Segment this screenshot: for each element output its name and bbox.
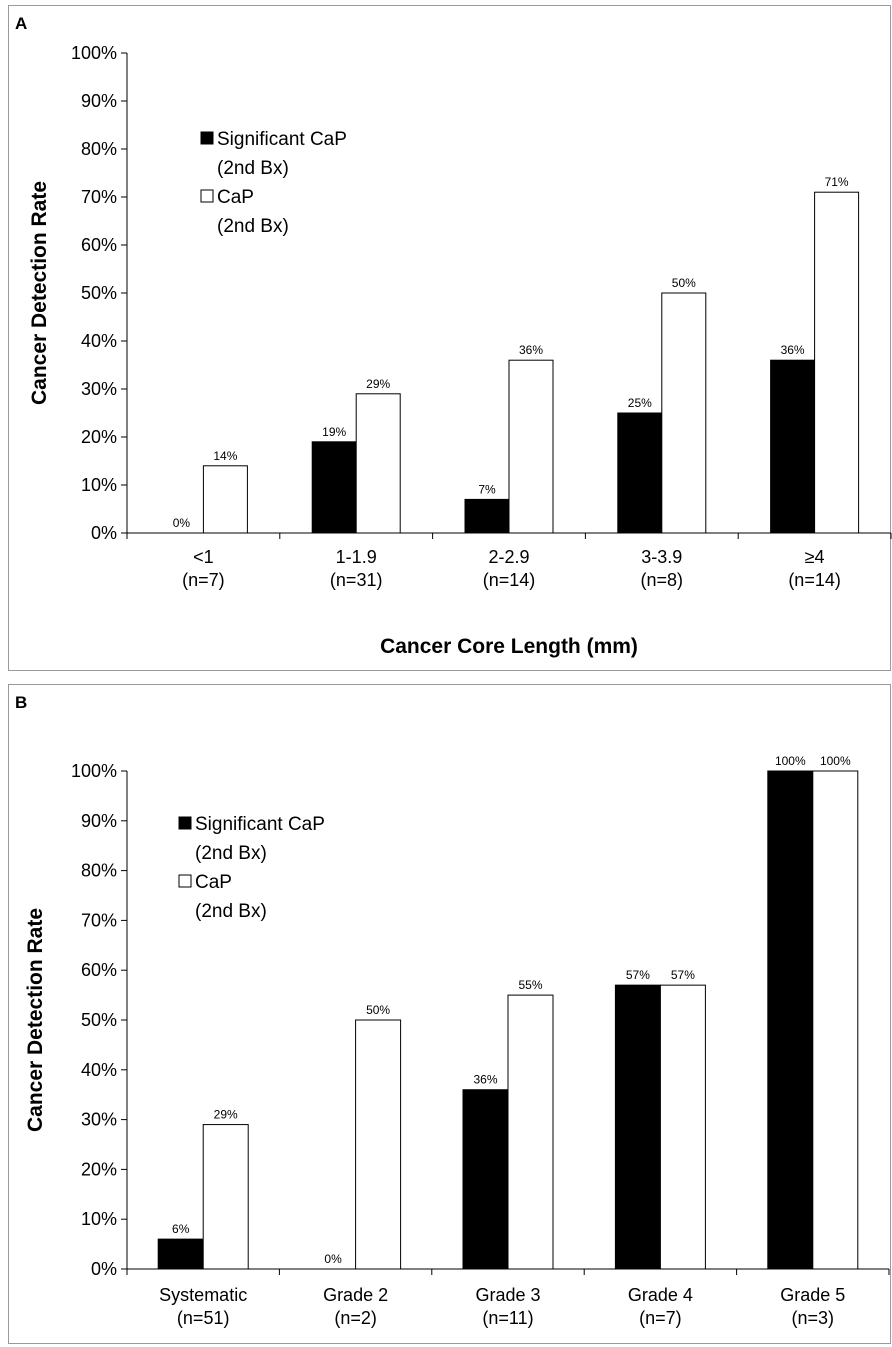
chart-b-bar-significant [767,770,814,1270]
chart-b-y-axis-title: Cancer Detection Rate [24,908,47,1132]
chart-b-y-tick-label: 80% [81,861,117,881]
chart-b-data-label: 29% [214,1108,238,1122]
chart-a-bar-cap [661,292,707,534]
chart-b-legend-swatch [178,874,192,888]
chart-a-y-tick-label: 60% [81,235,117,255]
chart-b-data-label: 100% [820,754,851,768]
chart-a-category-label: 1-1.9 (n=31) [330,547,383,590]
chart-a-legend-label: Significant CaP (2nd Bx) [217,129,347,179]
chart-a-y-tick-label: 90% [81,91,117,111]
chart-b-svg: 0% 10% 20% 30% 40% 50% 60% 70% 80% 90% 100% 6% 29% Sy… [24,754,890,1328]
chart-b-data-label: 0% [324,1252,342,1266]
chart-a-category-label: <1 (n=7) [182,547,225,590]
chart-b-data-label: 55% [518,978,542,992]
chart-b-category-label: Systematic (n=51) [159,1285,247,1328]
chart-a-y-tick-label: 10% [81,475,117,495]
chart-a-y-tick-label: 50% [81,283,117,303]
chart-a-bar-cap [202,465,248,534]
chart-a-y-tick-label: 30% [81,379,117,399]
chart-a-x-axis-title: Cancer Core Length (mm) [380,635,638,658]
chart-b-legend-swatch [178,816,192,830]
chart-b-bar-cap [812,770,859,1270]
chart-a-bar-significant [311,441,357,534]
chart-b-bar-significant [614,984,661,1270]
chart-a-data-label: 0% [173,516,191,530]
chart-a-legend-label: CaP (2nd Bx) [217,187,289,237]
chart-a-category-label: 2-2.9 (n=14) [483,547,536,590]
chart-a-bar-cap [814,191,860,534]
chart-a-y-tick-label: 20% [81,427,117,447]
chart-a-data-label: 36% [781,343,805,357]
chart-b-category-label: Grade 2 (n=2) [323,1285,388,1328]
chart-b-bar-cap [202,1124,249,1270]
chart-b-bar-cap [507,994,554,1270]
chart-b-y-tick-label: 10% [81,1209,117,1229]
chart-b-y-tick-label: 30% [81,1110,117,1130]
chart-b-category-label: Grade 4 (n=7) [628,1285,693,1328]
chart-b-bar-significant [462,1089,509,1270]
chart-a-y-tick-label: 40% [81,331,117,351]
chart-a-bar-cap [355,393,401,534]
chart-b-y-tick-label: 60% [81,960,117,980]
chart-a-data-label: 14% [213,449,237,463]
chart-b-category-label: Grade 3 (n=11) [475,1285,540,1328]
chart-b-data-label: 100% [775,754,806,768]
chart-b-data-label: 36% [473,1073,497,1087]
chart-a-data-label: 50% [672,276,696,290]
chart-a-bar-significant [770,359,816,534]
chart-b-bar-significant [157,1238,204,1270]
chart-b-y-tick-label: 20% [81,1159,117,1179]
chart-a-y-tick-label: 100% [71,43,117,63]
chart-a-bar-cap [508,359,554,534]
chart-b-y-tick-label: 0% [91,1259,117,1279]
chart-a-y-axis-title: Cancer Detection Rate [28,181,51,405]
chart-a-svg: 0% 10% 20% 30% 40% 50% 60% 70% 80% 90% 100% 0% 14% <1… [28,43,892,658]
chart-panel-b: B 0% 10% 20% 30% 40% 50% 60% 70% 80% 90% 100% 6% 29%… [8,684,891,1344]
chart-a-data-label: 29% [366,377,390,391]
chart-b-bar-cap [355,1019,402,1270]
chart-b-legend-label: Significant CaP (2nd Bx) [195,814,325,864]
chart-panel-a: A 0% 10% 20% 30% 40% 50% 60% 70% 80% 90% 100% 0% 14%… [8,5,892,671]
chart-b-y-tick-label: 50% [81,1010,117,1030]
chart-a-category-label: 3-3.9 (n=8) [641,547,684,590]
chart-b-data-label: 50% [366,1003,390,1017]
chart-b-data-label: 6% [172,1222,190,1236]
chart-b-category-label: Grade 5 (n=3) [780,1285,845,1328]
chart-b-legend-label: CaP (2nd Bx) [195,872,267,922]
chart-a-data-label: 71% [825,175,849,189]
panel-letter-a: A [15,14,28,33]
chart-b-y-tick-label: 100% [71,761,117,781]
chart-a-data-label: 36% [519,343,543,357]
chart-a-data-label: 25% [628,396,652,410]
chart-b-y-tick-label: 40% [81,1060,117,1080]
chart-b-bar-cap [659,984,706,1270]
chart-a-category-label: ≥4 (n=14) [788,547,841,590]
chart-a-bar-significant [617,412,663,534]
chart-b-data-label: 57% [626,968,650,982]
chart-a-y-tick-label: 0% [91,523,117,543]
chart-a-legend-swatch [200,189,214,203]
chart-b-data-label: 57% [671,968,695,982]
chart-a-data-label: 19% [322,425,346,439]
chart-b-y-tick-label: 90% [81,811,117,831]
chart-a-bar-significant [464,498,510,534]
chart-a-data-label: 7% [478,482,496,496]
chart-a-y-tick-label: 70% [81,187,117,207]
chart-b-y-tick-label: 70% [81,910,117,930]
chart-a-y-tick-label: 80% [81,139,117,159]
panel-letter-b: B [15,693,28,712]
chart-a-legend-swatch [200,131,214,145]
